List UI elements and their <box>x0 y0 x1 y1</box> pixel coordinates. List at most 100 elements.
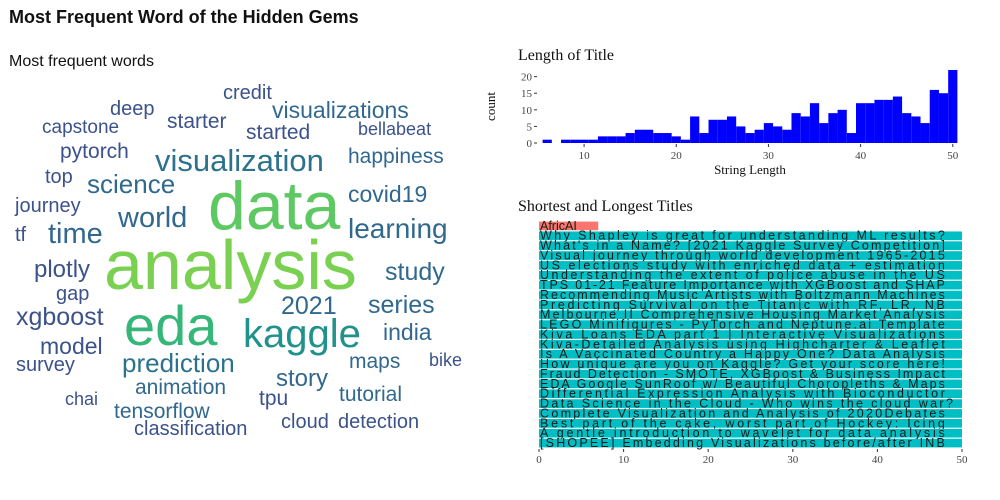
title-label: Visual journey through world development… <box>540 248 945 262</box>
title-bar <box>539 310 962 320</box>
x-tick-label: 30 <box>787 454 799 466</box>
histogram-bar <box>791 113 801 143</box>
histogram-bar <box>634 129 644 143</box>
x-tick-label: 10 <box>618 454 630 466</box>
x-tick-label: 30 <box>763 150 775 162</box>
histogram-bar <box>809 103 820 143</box>
histogram-bar <box>819 123 829 143</box>
title-label: Differential Expression Analysis with Bi… <box>540 387 945 401</box>
histogram-bar <box>920 123 930 143</box>
histogram-bar <box>597 136 608 143</box>
title-bar <box>539 251 962 260</box>
histogram-bar <box>763 123 774 143</box>
page-title: Most Frequent Word of the Hidden Gems <box>9 7 359 27</box>
word-study: study <box>385 258 445 286</box>
histogram-bar <box>782 129 792 143</box>
title-bar <box>539 428 962 438</box>
word-bike: bike <box>429 350 462 370</box>
title-label: Kiva Loans EDA part 1 | Interactive Visu… <box>540 327 945 341</box>
histogram-bar <box>846 133 856 143</box>
title-label: Predicting Survival on the Titanic with … <box>540 298 945 312</box>
word-cloud: cloud <box>281 411 329 433</box>
histogram-bar <box>929 89 939 143</box>
x-tick-label: 20 <box>703 454 715 466</box>
title-bar <box>539 418 962 428</box>
word-tpu: tpu <box>259 387 288 410</box>
word-visualization: visualization <box>155 143 324 178</box>
title-label: LEGO Minifigures - PyTorch and Neptune.a… <box>540 318 945 332</box>
histogram-bar <box>653 133 663 143</box>
y-tick-label: 0 <box>527 138 533 150</box>
x-axis-label: String Length <box>714 162 786 177</box>
word-deep: deep <box>110 98 155 120</box>
histogram-bar <box>717 119 727 143</box>
word-india: india <box>383 319 432 345</box>
word-started: started <box>246 121 310 144</box>
histogram-bar <box>911 116 921 143</box>
histogram-bar <box>892 96 903 143</box>
x-tick-label: 10 <box>579 150 591 162</box>
word-analysis: analysis <box>104 226 357 304</box>
word-tf: tf <box>15 224 27 246</box>
y-tick-label: 20 <box>521 72 533 84</box>
y-tick-label: 10 <box>521 105 533 117</box>
x-tick-label: 40 <box>855 150 867 162</box>
histogram-bar <box>865 103 875 143</box>
word-kaggle: kaggle <box>243 312 361 356</box>
wordcloud-subtitle: Most frequent words <box>9 53 154 70</box>
title-bar <box>539 389 962 399</box>
word-covid19: covid19 <box>348 181 427 207</box>
histogram-bar <box>607 136 617 143</box>
histogram-bar <box>699 133 709 143</box>
histogram-bar <box>680 139 691 143</box>
histogram-title: Length of Title <box>518 47 614 64</box>
title-bar <box>539 300 962 310</box>
x-tick-label: 20 <box>671 150 683 162</box>
histogram-bar <box>542 139 552 143</box>
word-bellabeat: bellabeat <box>358 119 431 139</box>
x-tick-label: 40 <box>872 454 884 466</box>
histogram-bar <box>938 93 949 143</box>
histogram-bar <box>588 139 598 143</box>
barchart-title: Shortest and Longest Titles <box>518 198 693 215</box>
word-gap: gap <box>56 283 89 305</box>
word-time: time <box>48 218 103 250</box>
title-bar <box>539 221 599 231</box>
histogram-bar <box>625 133 635 143</box>
word-xgboost: xgboost <box>16 303 104 331</box>
y-tick-label: 15 <box>521 88 533 100</box>
title-label: Complete Visualization and Analysis of 2… <box>540 406 945 420</box>
title-bar <box>539 340 962 349</box>
word-starter: starter <box>167 110 227 133</box>
title-bar <box>539 359 962 369</box>
word-animation: animation <box>135 376 226 399</box>
histogram-bar <box>883 99 893 143</box>
x-tick-label: 50 <box>957 454 969 466</box>
word-world: world <box>117 202 187 234</box>
word-science: science <box>87 169 175 199</box>
title-bar <box>539 330 962 339</box>
histogram-bar <box>754 129 764 143</box>
word-visualizations: visualizations <box>272 97 409 123</box>
title-label: Why Shapley is great for understanding M… <box>540 229 945 243</box>
title-bar <box>539 379 962 389</box>
word-happiness: happiness <box>348 145 444 168</box>
word-detection: detection <box>338 411 419 433</box>
word-classification: classification <box>134 418 247 440</box>
title-bar <box>539 320 962 329</box>
title-bar <box>539 261 962 270</box>
histogram-bar <box>726 116 737 143</box>
histogram-bar <box>671 136 681 143</box>
title-bar <box>539 270 962 280</box>
histogram-bar <box>800 116 810 143</box>
word-story: story <box>276 365 328 392</box>
histogram-bar <box>837 109 847 143</box>
word-series: series <box>368 291 435 319</box>
histogram-bar <box>690 116 700 143</box>
title-bar <box>539 231 962 241</box>
title-label: Melbourne II Comprehensive Housing Marke… <box>540 308 945 322</box>
histogram-bar <box>579 139 589 143</box>
title-bar <box>539 349 962 359</box>
histogram-bar <box>856 103 866 143</box>
